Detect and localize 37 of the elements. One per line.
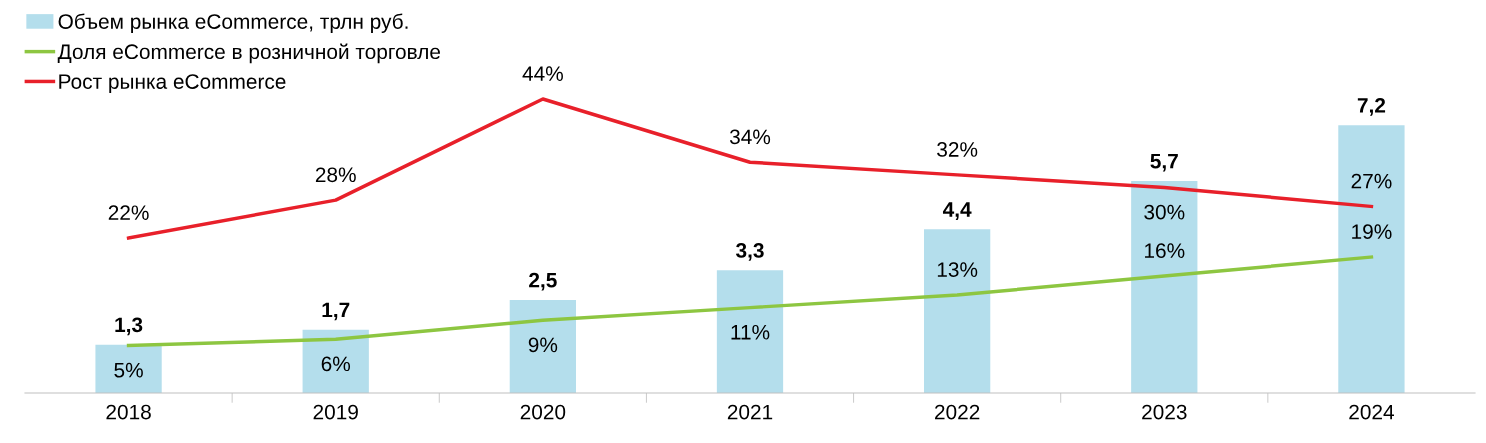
x-tick-label: 2020	[520, 404, 566, 420]
data-label: 30%	[1144, 204, 1185, 220]
bar	[509, 300, 576, 393]
data-label: 22%	[108, 205, 149, 220]
data-label: 44%	[522, 66, 563, 81]
x-tick-label: 2024	[1349, 404, 1394, 420]
data-label: 13%	[937, 262, 978, 277]
data-label: 1,3	[115, 317, 143, 336]
data-label: 7,2	[1357, 97, 1386, 116]
x-tick-label: 2018	[106, 404, 151, 420]
data-label: 5%	[114, 362, 143, 378]
x-tick-label: 2023	[1142, 404, 1187, 420]
legend-label: Доля eCommerce в розничной торговле	[57, 43, 440, 64]
bar	[1131, 180, 1198, 393]
data-label: 16%	[1145, 243, 1185, 258]
data-label: 2,5	[529, 272, 557, 291]
x-tick-label: 2022	[935, 404, 980, 420]
data-label: 27%	[1351, 173, 1392, 189]
data-label: 1,7	[322, 302, 350, 321]
legend-label: Объем рынка eCommerce, трлн руб.	[58, 13, 408, 34]
data-label: 32%	[937, 142, 978, 157]
x-tick-label: 2021	[727, 404, 773, 420]
bar	[1338, 125, 1405, 393]
data-label: 28%	[315, 167, 356, 183]
data-label: 19%	[1352, 224, 1392, 240]
bar	[716, 270, 784, 393]
data-label: 9%	[528, 337, 558, 353]
data-label: 5,7	[1150, 153, 1178, 172]
data-label: 6%	[321, 356, 351, 372]
data-label: 11%	[731, 324, 770, 340]
bar	[95, 344, 162, 393]
x-tick-label: 2019	[313, 404, 358, 420]
data-label: 3,3	[736, 243, 764, 261]
data-label: 4,4	[942, 202, 972, 220]
data-label: 34%	[729, 129, 771, 145]
bar	[924, 229, 991, 393]
legend-label: Рост рынка eCommerce	[59, 74, 286, 94]
